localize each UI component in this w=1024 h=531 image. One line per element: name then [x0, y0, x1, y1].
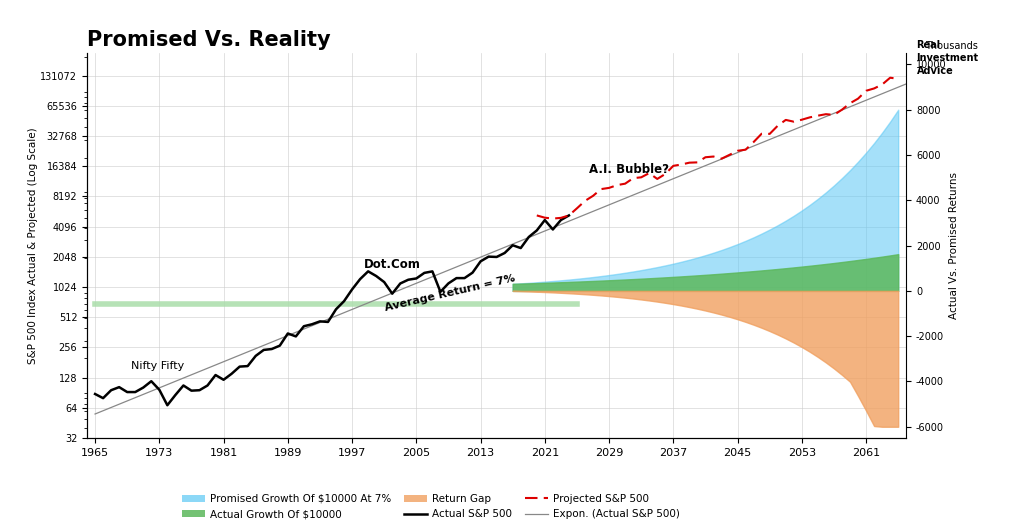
Text: A.I. Bubble?: A.I. Bubble?	[589, 163, 669, 176]
Text: Dot.Com: Dot.Com	[365, 258, 421, 271]
Legend: Promised Growth Of $10000 At 7%, Actual Growth Of $10000, Return Gap, Actual S&P: Promised Growth Of $10000 At 7%, Actual …	[178, 490, 684, 524]
Text: Nifty Fifty: Nifty Fifty	[131, 361, 184, 371]
Y-axis label: S&P 500 Index Actual & Projected (Log Scale): S&P 500 Index Actual & Projected (Log Sc…	[28, 127, 38, 364]
Text: Thousands: Thousands	[925, 41, 978, 51]
Text: Promised Vs. Reality: Promised Vs. Reality	[87, 30, 331, 50]
Y-axis label: Actual Vs. Promised Returns: Actual Vs. Promised Returns	[949, 172, 959, 319]
Text: Real
Investment
Advice: Real Investment Advice	[916, 40, 979, 76]
Text: Average Return = 7%: Average Return = 7%	[384, 273, 517, 313]
